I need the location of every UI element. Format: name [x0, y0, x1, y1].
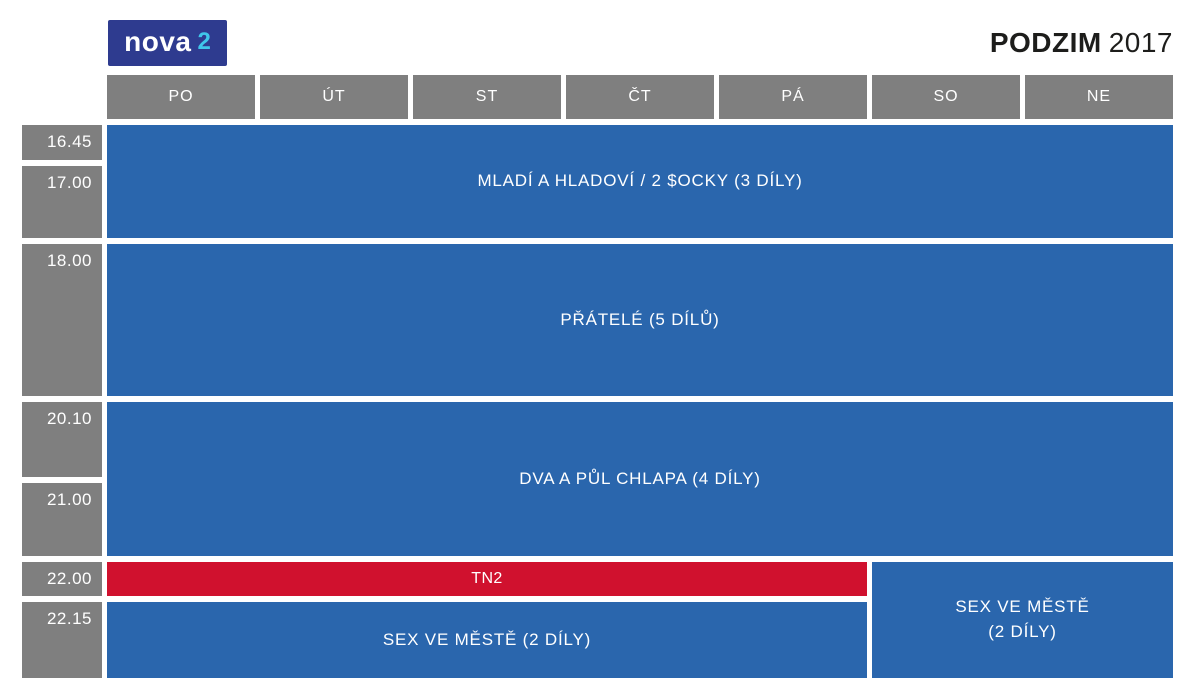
- time-label: 21.00: [22, 483, 102, 556]
- program-block: TN2: [107, 562, 867, 596]
- logo-channel-number: 2: [197, 28, 211, 55]
- schedule-grid: PO ÚT ST ČT PÁ SO NE 16.45 17.00 18.00 20.10 21.00 2…: [22, 75, 1173, 678]
- program-block: SEX VE MĚSTĚ (2 DÍLY): [872, 562, 1173, 678]
- logo-text: nova: [124, 25, 192, 57]
- day-header: NE: [1025, 75, 1173, 119]
- time-label: 20.10: [22, 402, 102, 477]
- nova2-logo: nova 2: [108, 20, 227, 66]
- day-header: ÚT: [260, 75, 408, 119]
- program-block: SEX VE MĚSTĚ (2 DÍLY): [107, 602, 867, 678]
- day-header: ČT: [566, 75, 714, 119]
- time-label: 18.00: [22, 244, 102, 396]
- time-label: 22.15: [22, 602, 102, 678]
- day-header: PO: [107, 75, 255, 119]
- program-block: MLADÍ A HLADOVÍ / 2 $OCKY (3 DÍLY): [107, 125, 1173, 238]
- time-label: 16.45: [22, 125, 102, 160]
- program-block: DVA A PŮL CHLAPA (4 DÍLY): [107, 402, 1173, 556]
- time-label: 17.00: [22, 166, 102, 238]
- time-label: 22.00: [22, 562, 102, 596]
- program-block: PŘÁTELÉ (5 DÍLŮ): [107, 244, 1173, 396]
- day-header: SO: [872, 75, 1020, 119]
- day-header: ST: [413, 75, 561, 119]
- day-header: PÁ: [719, 75, 867, 119]
- season-name: PODZIM: [989, 27, 1102, 58]
- season-title: PODZIM 2017: [989, 27, 1173, 59]
- season-year: 2017: [1108, 27, 1173, 58]
